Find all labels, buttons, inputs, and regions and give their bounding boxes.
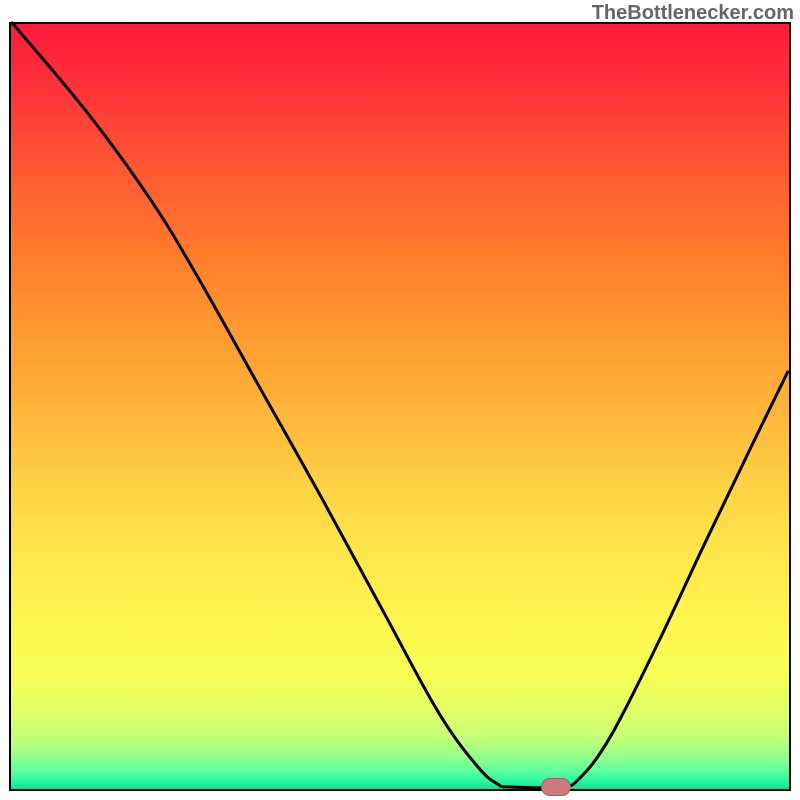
watermark-text: TheBottlenecker.com [592, 2, 794, 25]
gradient-background [10, 23, 790, 790]
chart-container: TheBottlenecker.com [0, 0, 800, 800]
bottleneck-chart [0, 0, 800, 800]
optimal-marker [541, 778, 571, 796]
